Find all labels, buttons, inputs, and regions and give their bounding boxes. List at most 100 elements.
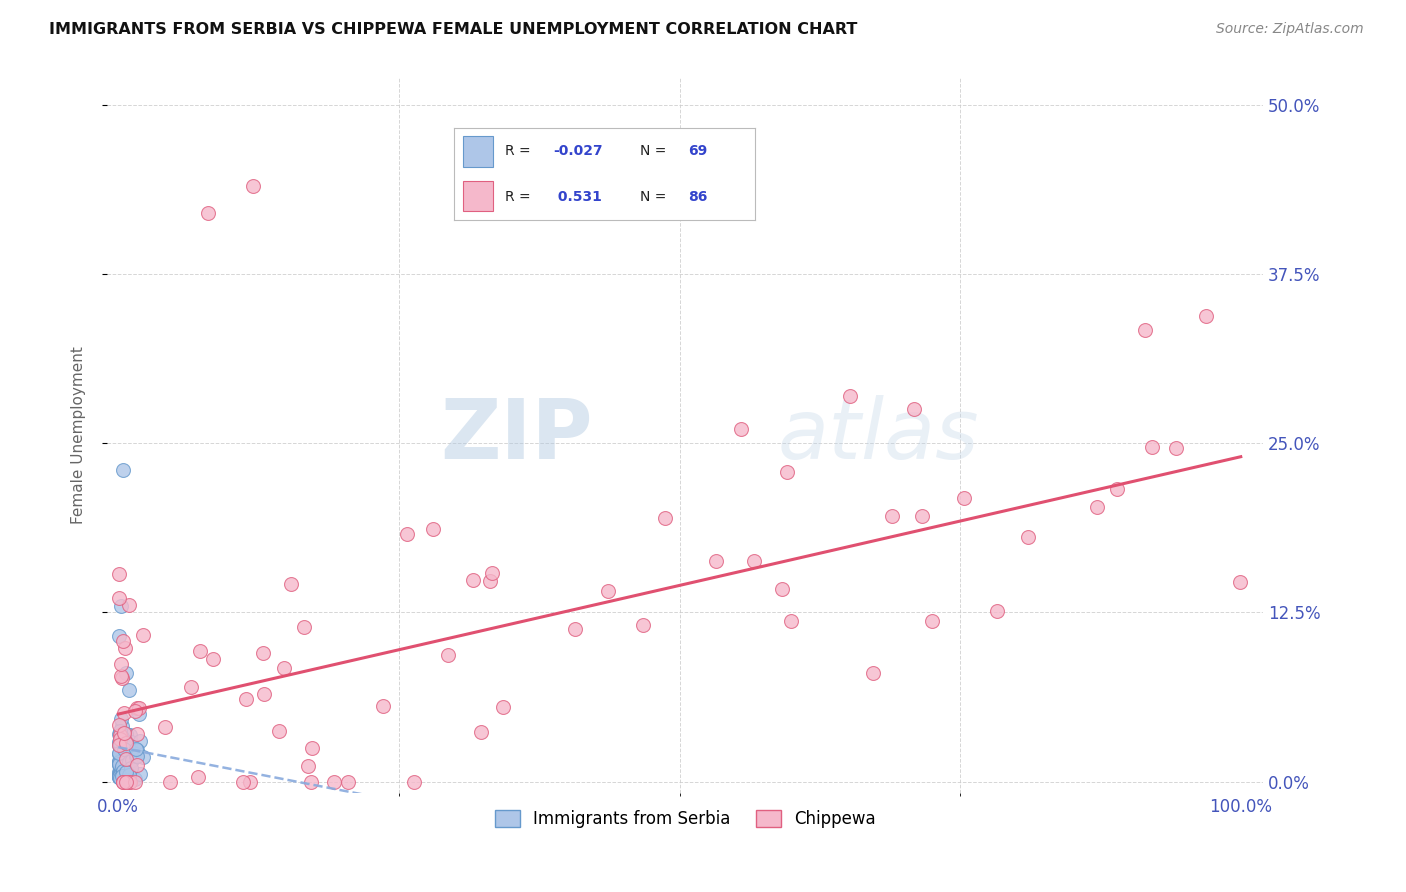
- Point: [125, 748, 148, 763]
- Point: [108, 766, 131, 780]
- Point: [108, 757, 131, 772]
- Point: [110, 599, 132, 613]
- Point: [112, 774, 135, 789]
- Point: [1166, 441, 1188, 455]
- Point: [128, 706, 150, 721]
- Point: [921, 614, 943, 628]
- Point: [108, 743, 131, 757]
- Point: [910, 509, 932, 524]
- Point: [108, 771, 131, 785]
- Point: [322, 774, 344, 789]
- Point: [114, 727, 136, 741]
- Point: [1085, 500, 1108, 515]
- Point: [118, 768, 141, 782]
- Point: [111, 774, 134, 789]
- Point: [120, 734, 142, 748]
- Point: [108, 763, 131, 777]
- Point: [115, 666, 138, 681]
- Point: [986, 604, 1008, 618]
- Point: [267, 724, 290, 739]
- Point: [115, 765, 138, 780]
- Point: [1133, 323, 1156, 337]
- Point: [117, 772, 139, 786]
- Point: [111, 718, 134, 732]
- Point: [395, 527, 418, 541]
- Point: [118, 774, 141, 789]
- Point: [730, 422, 752, 436]
- Point: [124, 772, 146, 786]
- Point: [127, 743, 149, 757]
- Point: [190, 643, 212, 657]
- Point: [654, 511, 676, 525]
- Point: [108, 731, 131, 746]
- Point: [110, 728, 132, 742]
- Point: [114, 774, 136, 789]
- Point: [111, 671, 134, 685]
- Point: [107, 757, 129, 772]
- Point: [128, 734, 150, 748]
- Point: [114, 772, 136, 787]
- Point: [108, 591, 131, 606]
- Point: [115, 739, 138, 754]
- Point: [111, 769, 134, 783]
- Text: ZIP: ZIP: [440, 394, 593, 475]
- Point: [107, 764, 129, 779]
- Point: [422, 522, 444, 536]
- Point: [124, 742, 146, 756]
- Point: [280, 577, 302, 591]
- Point: [110, 669, 132, 683]
- Point: [596, 584, 619, 599]
- Point: [252, 646, 274, 660]
- Point: [108, 747, 131, 761]
- Point: [239, 774, 262, 789]
- Point: [108, 566, 131, 581]
- Point: [197, 206, 219, 220]
- Point: [232, 774, 254, 789]
- Point: [463, 573, 485, 587]
- Point: [492, 699, 515, 714]
- Point: [159, 774, 181, 789]
- Point: [120, 774, 142, 789]
- Point: [108, 737, 131, 751]
- Point: [704, 553, 727, 567]
- Point: [1140, 441, 1163, 455]
- Point: [110, 763, 132, 777]
- Point: [242, 178, 264, 193]
- Point: [108, 770, 131, 784]
- Point: [953, 491, 976, 506]
- Point: [1229, 574, 1251, 589]
- Point: [880, 509, 903, 524]
- Point: [115, 765, 138, 780]
- Point: [770, 582, 793, 596]
- Point: [110, 740, 132, 755]
- Point: [862, 665, 884, 680]
- Point: [114, 757, 136, 772]
- Point: [125, 727, 148, 741]
- Point: [235, 692, 257, 706]
- Point: [112, 463, 135, 477]
- Point: [299, 774, 322, 789]
- Point: [478, 574, 501, 588]
- Point: [180, 680, 202, 694]
- Point: [110, 732, 132, 747]
- Point: [297, 759, 319, 773]
- Point: [107, 727, 129, 741]
- Y-axis label: Female Unemployment: Female Unemployment: [72, 346, 86, 524]
- Point: [292, 620, 315, 634]
- Point: [337, 774, 360, 789]
- Point: [111, 749, 134, 764]
- Point: [631, 618, 654, 632]
- Point: [111, 759, 134, 773]
- Point: [564, 622, 586, 636]
- Point: [124, 774, 146, 789]
- Point: [112, 742, 135, 756]
- Text: IMMIGRANTS FROM SERBIA VS CHIPPEWA FEMALE UNEMPLOYMENT CORRELATION CHART: IMMIGRANTS FROM SERBIA VS CHIPPEWA FEMAL…: [49, 22, 858, 37]
- Point: [839, 389, 862, 403]
- Point: [131, 628, 153, 642]
- Point: [110, 657, 132, 671]
- Text: atlas: atlas: [778, 394, 979, 475]
- Point: [114, 773, 136, 788]
- Point: [125, 749, 148, 764]
- Point: [112, 726, 135, 740]
- Point: [114, 753, 136, 767]
